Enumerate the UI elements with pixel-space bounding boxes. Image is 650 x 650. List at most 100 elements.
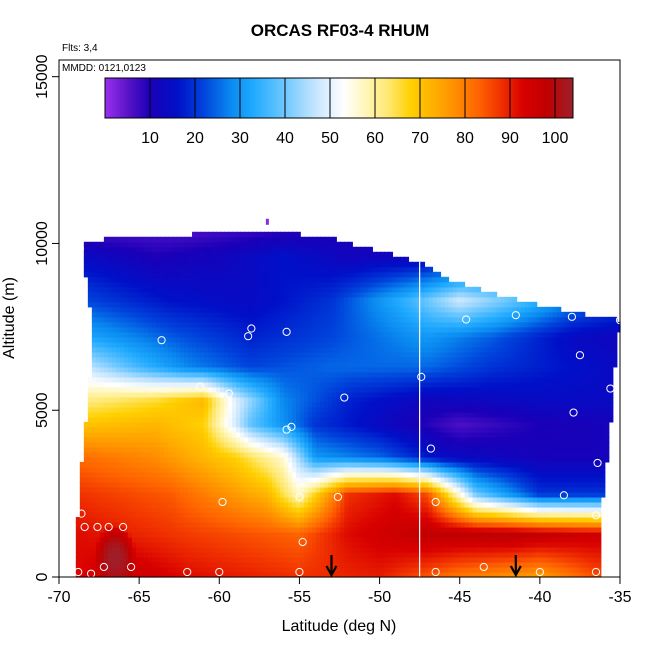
heatmap-cell — [256, 316, 261, 323]
heatmap-cell — [192, 456, 197, 463]
heatmap-cell — [272, 536, 277, 543]
heatmap-cell — [103, 351, 109, 358]
heatmap-cell — [376, 526, 381, 533]
heatmap-cell — [320, 281, 325, 288]
heatmap-cell — [236, 311, 241, 318]
heatmap-cell — [300, 356, 305, 363]
heatmap-cell — [204, 521, 209, 528]
heatmap-cell — [260, 341, 265, 348]
heatmap-cell — [216, 311, 221, 318]
heatmap-cell — [308, 456, 313, 463]
heatmap-cell — [300, 301, 305, 308]
heatmap-cell — [135, 376, 141, 383]
heatmap-cell — [280, 261, 285, 268]
heatmap-cell — [115, 271, 121, 278]
heatmap-cell — [119, 326, 125, 333]
heatmap-cell — [155, 536, 161, 543]
heatmap-cell — [159, 341, 165, 348]
heatmap-cell — [264, 281, 269, 288]
heatmap-cell — [127, 426, 133, 433]
heatmap-cell — [220, 321, 225, 328]
heatmap-cell — [139, 421, 145, 428]
heatmap-cell — [256, 276, 261, 283]
heatmap-cell — [87, 401, 93, 408]
heatmap-cell — [360, 361, 365, 368]
heatmap-cell — [340, 416, 345, 423]
heatmap-cell — [344, 411, 349, 418]
heatmap-cell — [103, 421, 109, 428]
heatmap-cell — [180, 426, 185, 433]
heatmap-cell — [252, 466, 257, 473]
heatmap-cell — [292, 281, 297, 288]
heatmap-cell — [228, 256, 233, 263]
heatmap-cell — [268, 371, 273, 378]
heatmap-cell — [95, 511, 101, 518]
heatmap-cell — [300, 281, 305, 288]
heatmap-cell — [91, 441, 97, 448]
heatmap-cell — [107, 371, 113, 378]
heatmap-cell — [103, 371, 109, 378]
heatmap-cell — [328, 441, 333, 448]
heatmap-cell — [316, 566, 321, 573]
heatmap-cell — [212, 461, 217, 468]
heatmap-cell — [360, 501, 365, 508]
heatmap-cell — [159, 496, 165, 503]
heatmap-cell — [224, 536, 229, 543]
heatmap-cell — [111, 486, 117, 493]
heatmap-cell — [87, 251, 93, 258]
heatmap-cell — [252, 321, 257, 328]
heatmap-cell — [228, 271, 233, 278]
heatmap-cell — [372, 286, 377, 293]
heatmap-cell — [308, 401, 313, 408]
heatmap-cell — [296, 431, 301, 438]
heatmap-cell — [151, 466, 157, 473]
heatmap-cell — [180, 256, 185, 263]
heatmap-cell — [332, 306, 337, 313]
heatmap-cell — [192, 391, 197, 398]
heatmap-cell — [320, 286, 325, 293]
heatmap-cell — [280, 551, 285, 558]
heatmap-cell — [368, 336, 373, 343]
heatmap-cell — [167, 276, 173, 283]
heatmap-cell — [244, 526, 249, 533]
heatmap-cell — [151, 436, 157, 443]
heatmap-cell — [115, 236, 121, 243]
heatmap-cell — [264, 456, 269, 463]
heatmap-cell — [312, 501, 317, 508]
heatmap-cell — [159, 426, 165, 433]
heatmap-cell — [204, 496, 209, 503]
heatmap-cell — [232, 306, 237, 313]
heatmap-cell — [143, 526, 149, 533]
heatmap-cell — [288, 411, 293, 418]
heatmap-cell — [340, 516, 345, 523]
heatmap-cell — [151, 481, 157, 488]
heatmap-cell — [304, 341, 309, 348]
heatmap-cell — [155, 481, 161, 488]
heatmap-cell — [292, 561, 297, 568]
heatmap-cell — [336, 451, 341, 458]
heatmap-cell — [360, 391, 365, 398]
heatmap-cell — [228, 476, 233, 483]
heatmap-cell — [143, 461, 149, 468]
heatmap-cell — [103, 486, 109, 493]
heatmap-cell — [200, 451, 205, 458]
heatmap-cell — [316, 321, 321, 328]
heatmap-cell — [180, 386, 185, 393]
heatmap-cell — [147, 521, 153, 528]
heatmap-cell — [292, 456, 297, 463]
heatmap-cell — [320, 451, 325, 458]
heatmap-cell — [180, 486, 185, 493]
heatmap-cell — [264, 566, 269, 573]
heatmap-cell — [340, 371, 345, 378]
heatmap-cell — [143, 411, 149, 418]
heatmap-cell — [83, 481, 89, 488]
heatmap-cell — [172, 316, 177, 323]
heatmap-cell — [236, 346, 241, 353]
heatmap-cell — [127, 416, 133, 423]
heatmap-cell — [304, 421, 309, 428]
heatmap-cell — [360, 416, 365, 423]
heatmap-cell — [167, 391, 173, 398]
heatmap-cell — [167, 386, 173, 393]
heatmap-cell — [312, 336, 317, 343]
heatmap-cell — [224, 521, 229, 528]
